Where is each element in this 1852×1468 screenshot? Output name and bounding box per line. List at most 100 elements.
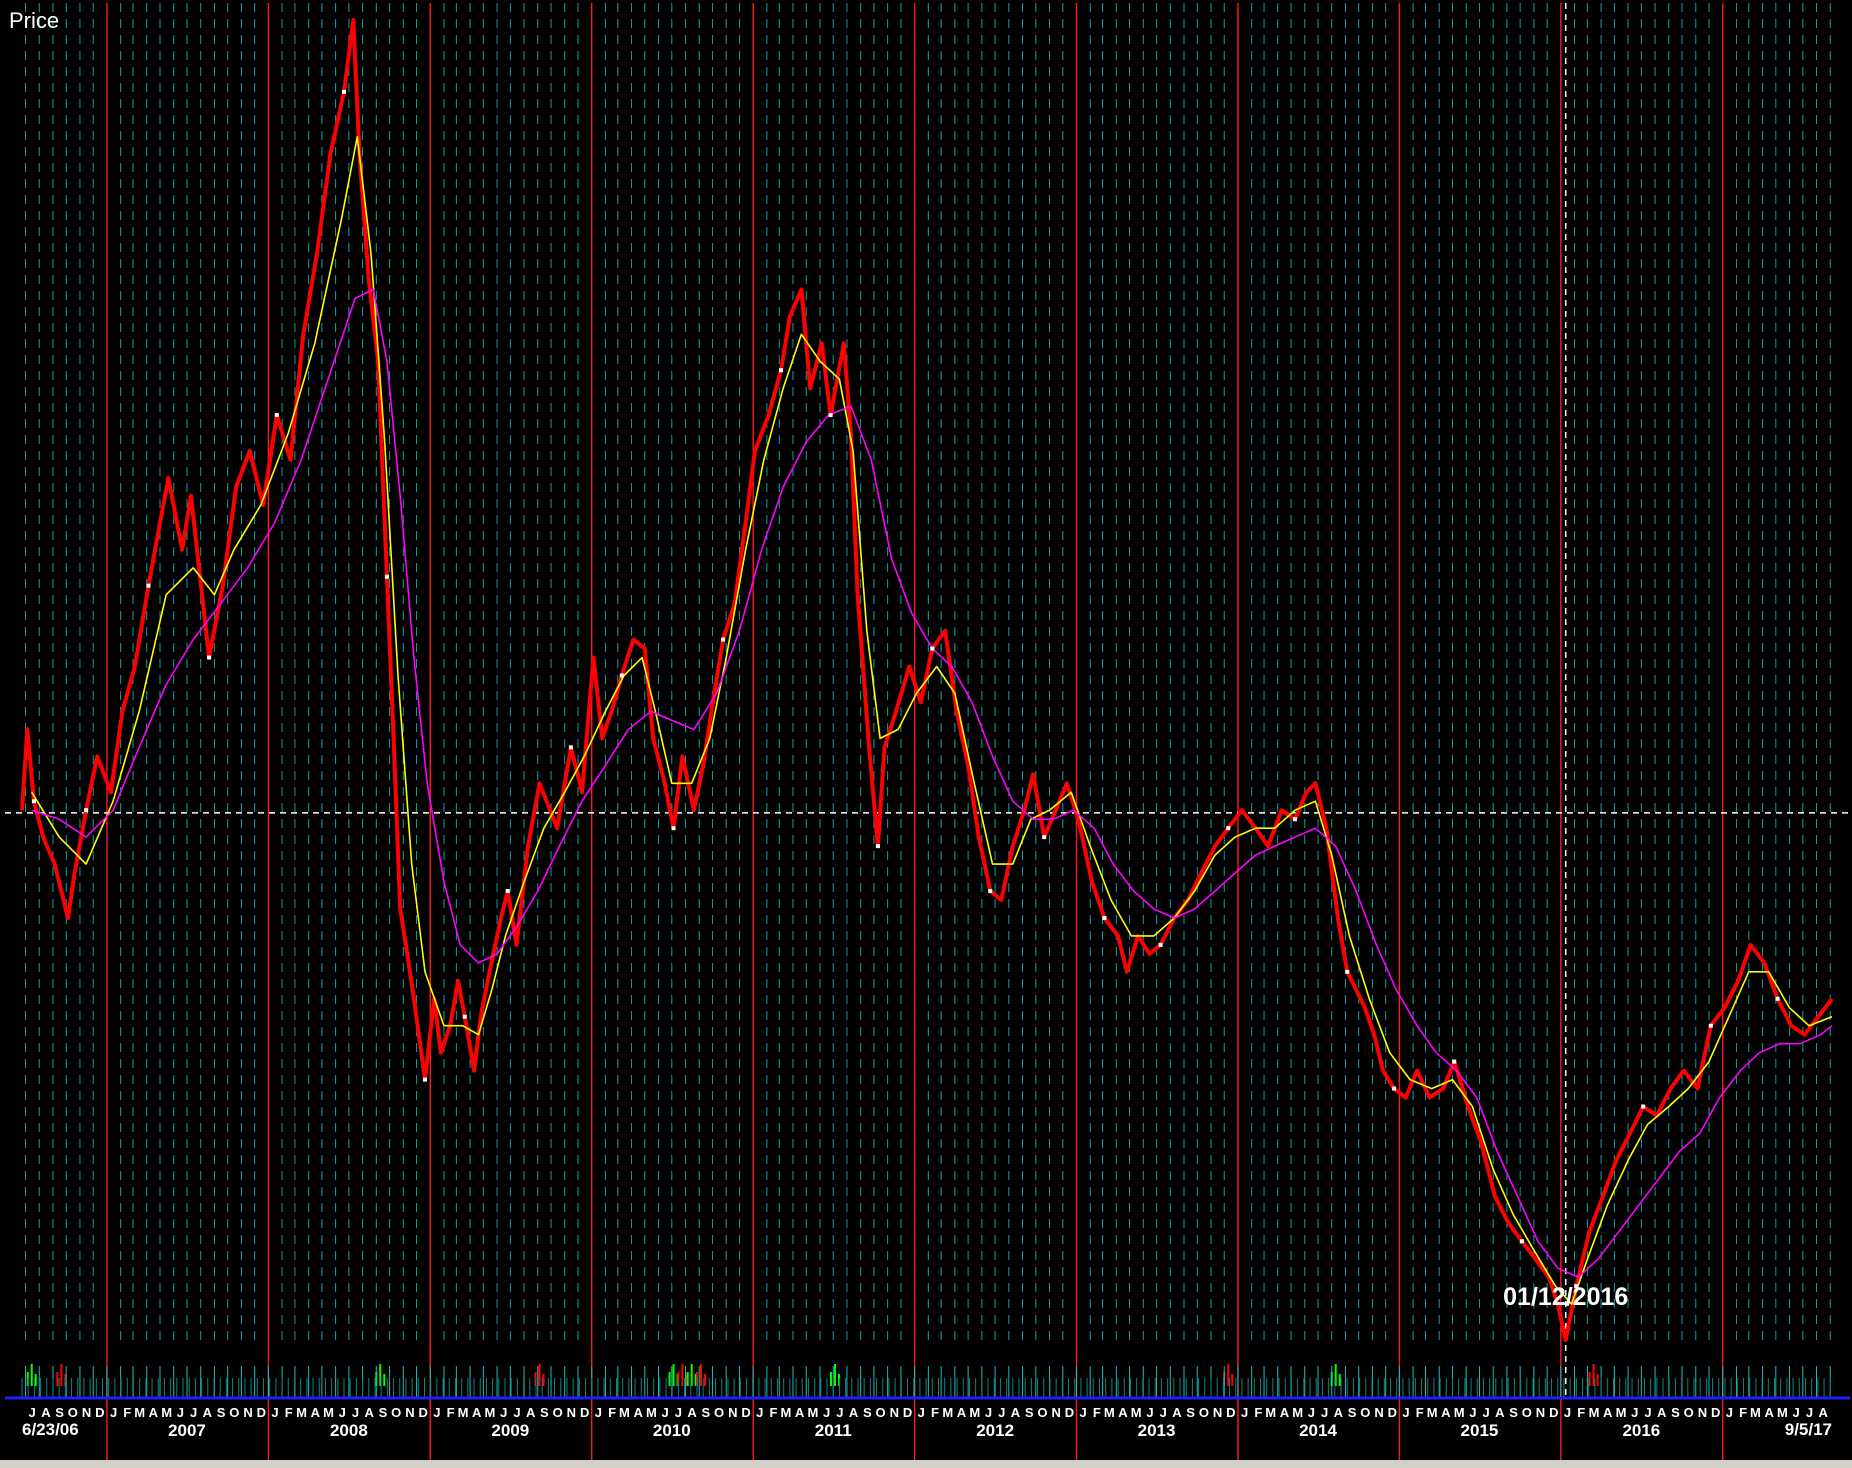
month-label: A bbox=[1172, 1405, 1182, 1420]
month-label: J bbox=[1160, 1405, 1167, 1420]
plot-background bbox=[5, 3, 1850, 1458]
month-label: N bbox=[243, 1405, 252, 1420]
month-label: J bbox=[1080, 1405, 1087, 1420]
price-point bbox=[384, 574, 389, 579]
month-label: J bbox=[433, 1405, 440, 1420]
month-label: D bbox=[580, 1405, 589, 1420]
month-label: N bbox=[890, 1405, 899, 1420]
month-label: J bbox=[1644, 1405, 1651, 1420]
month-label: J bbox=[1793, 1405, 1800, 1420]
year-label: 2010 bbox=[653, 1421, 691, 1440]
price-point bbox=[619, 673, 624, 678]
slow-average-line bbox=[31, 288, 1833, 1278]
month-label: D bbox=[1388, 1405, 1397, 1420]
price-point bbox=[505, 889, 510, 894]
month-label: J bbox=[1321, 1405, 1328, 1420]
month-label: S bbox=[863, 1405, 872, 1420]
month-label: M bbox=[1454, 1405, 1465, 1420]
year-label: 2009 bbox=[491, 1421, 529, 1440]
price-point bbox=[1226, 826, 1231, 831]
month-label: A bbox=[687, 1405, 697, 1420]
month-label: A bbox=[472, 1405, 482, 1420]
month-label: O bbox=[714, 1405, 724, 1420]
price-point bbox=[84, 808, 89, 813]
month-label: J bbox=[1482, 1405, 1489, 1420]
month-label: J bbox=[595, 1405, 602, 1420]
month-label: J bbox=[110, 1405, 117, 1420]
price-point bbox=[342, 89, 347, 94]
price-point bbox=[1102, 915, 1107, 920]
month-label: S bbox=[702, 1405, 711, 1420]
month-label: A bbox=[849, 1405, 859, 1420]
month-label: D bbox=[95, 1405, 104, 1420]
window-bottom-edge bbox=[0, 1460, 1852, 1468]
month-label: M bbox=[296, 1405, 307, 1420]
price-point bbox=[274, 413, 279, 418]
price-point bbox=[930, 646, 935, 651]
month-label: J bbox=[1146, 1405, 1153, 1420]
price-point bbox=[568, 745, 573, 750]
month-label: J bbox=[823, 1405, 830, 1420]
year-label: 2012 bbox=[976, 1421, 1014, 1440]
month-label: O bbox=[1199, 1405, 1209, 1420]
month-label: A bbox=[365, 1405, 375, 1420]
month-label: O bbox=[68, 1405, 78, 1420]
month-label: J bbox=[662, 1405, 669, 1420]
month-label: A bbox=[41, 1405, 51, 1420]
month-label: A bbox=[1118, 1405, 1128, 1420]
month-label: M bbox=[1131, 1405, 1142, 1420]
month-label: N bbox=[82, 1405, 91, 1420]
month-label: O bbox=[391, 1405, 401, 1420]
month-label: M bbox=[458, 1405, 469, 1420]
month-label: J bbox=[352, 1405, 359, 1420]
month-label: J bbox=[1631, 1405, 1638, 1420]
month-label: J bbox=[1469, 1405, 1476, 1420]
end-date-label: 9/5/17 bbox=[1785, 1420, 1832, 1439]
month-label: F bbox=[770, 1405, 778, 1420]
month-label: S bbox=[217, 1405, 226, 1420]
month-label: J bbox=[836, 1405, 843, 1420]
month-label: J bbox=[1726, 1405, 1733, 1420]
month-label: A bbox=[1280, 1405, 1290, 1420]
month-label: J bbox=[500, 1405, 507, 1420]
month-label: F bbox=[931, 1405, 939, 1420]
month-label: S bbox=[1509, 1405, 1518, 1420]
month-label: J bbox=[1564, 1405, 1571, 1420]
month-label: O bbox=[1360, 1405, 1370, 1420]
month-label: J bbox=[1402, 1405, 1409, 1420]
price-point bbox=[1775, 996, 1780, 1001]
year-label: 2015 bbox=[1461, 1421, 1499, 1440]
price-point bbox=[1042, 835, 1047, 840]
month-label: M bbox=[1265, 1405, 1276, 1420]
month-label: D bbox=[257, 1405, 266, 1420]
month-label: N bbox=[567, 1405, 576, 1420]
month-label: O bbox=[1037, 1405, 1047, 1420]
month-label: J bbox=[177, 1405, 184, 1420]
month-label: J bbox=[998, 1405, 1005, 1420]
month-label: J bbox=[1806, 1405, 1813, 1420]
month-label: O bbox=[1522, 1405, 1532, 1420]
price-point bbox=[422, 1077, 427, 1082]
month-label: N bbox=[1698, 1405, 1707, 1420]
month-label: M bbox=[1750, 1405, 1761, 1420]
price-series-line bbox=[20, 18, 1834, 1342]
grid-layer bbox=[5, 3, 1850, 1460]
price-point bbox=[671, 826, 676, 831]
price-point bbox=[828, 413, 833, 418]
start-date-label: 6/23/06 bbox=[22, 1420, 79, 1439]
price-point bbox=[1392, 1086, 1397, 1091]
month-label: M bbox=[1427, 1405, 1438, 1420]
year-label: 2008 bbox=[330, 1421, 368, 1440]
month-label: O bbox=[553, 1405, 563, 1420]
month-label: S bbox=[379, 1405, 388, 1420]
price-point bbox=[1158, 942, 1163, 947]
month-label: J bbox=[756, 1405, 763, 1420]
price-point bbox=[1293, 817, 1298, 822]
month-label: M bbox=[969, 1405, 980, 1420]
month-label: A bbox=[1441, 1405, 1451, 1420]
month-label: S bbox=[1186, 1405, 1195, 1420]
month-label: A bbox=[1495, 1405, 1505, 1420]
month-label: M bbox=[780, 1405, 791, 1420]
month-label: S bbox=[55, 1405, 64, 1420]
month-label: J bbox=[190, 1405, 197, 1420]
